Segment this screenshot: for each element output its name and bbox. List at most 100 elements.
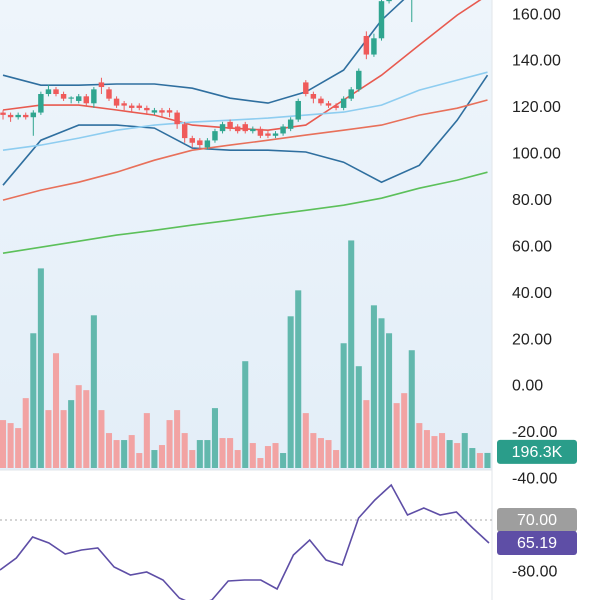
volume-bar <box>386 333 393 468</box>
candle-body <box>333 105 339 108</box>
y-tick-label: -40.00 <box>512 471 557 488</box>
candle-body <box>287 119 294 129</box>
candle-body <box>189 138 195 143</box>
volume-bar <box>60 410 67 468</box>
candle-body <box>53 89 59 95</box>
y-tick-label: 160.00 <box>512 6 561 23</box>
candle-body <box>75 96 82 101</box>
volume-bar <box>151 450 158 468</box>
y-tick-label: -80.00 <box>512 563 557 580</box>
candle-body <box>98 82 105 88</box>
candle-body <box>45 89 52 95</box>
candle-body <box>136 105 142 108</box>
candle-body <box>242 124 248 132</box>
volume-bar <box>355 366 362 468</box>
rsi-badge: 65.19 <box>517 535 557 552</box>
volume-bar <box>484 452 491 468</box>
y-tick-label: 60.00 <box>512 238 552 255</box>
candle-body <box>363 35 370 55</box>
candle-body <box>265 133 271 136</box>
candle-body <box>234 126 241 132</box>
volume-bar <box>158 445 166 468</box>
volume-bar <box>90 315 97 468</box>
volume-bar <box>204 440 211 468</box>
volume-bar <box>242 361 249 468</box>
volume-bar <box>189 450 196 468</box>
y-tick-label: 40.00 <box>512 285 552 302</box>
candle-body <box>356 70 362 90</box>
y-tick-label: 140.00 <box>512 53 561 70</box>
volume-bar <box>219 438 226 468</box>
candle-body <box>212 131 218 141</box>
candle-body <box>348 89 354 99</box>
volume-bar <box>340 343 347 468</box>
candle-body <box>197 140 203 146</box>
candle-body <box>60 94 67 99</box>
volume-bar <box>7 423 14 468</box>
volume-bar <box>416 423 423 468</box>
volume-bar <box>469 448 476 468</box>
volume-bar <box>166 420 173 468</box>
volume-bar <box>287 316 294 468</box>
candle-body <box>30 112 37 118</box>
candle-body <box>219 124 226 132</box>
volume-bar <box>196 440 203 468</box>
candle-body <box>144 107 150 111</box>
volume-bar <box>143 413 150 468</box>
volume-bar <box>446 440 453 468</box>
volume-bar <box>15 428 22 468</box>
rsi-level-badge: 70.00 <box>517 512 557 529</box>
y-tick-label: 100.00 <box>512 146 561 163</box>
volume-bar <box>333 450 340 468</box>
candle-body <box>340 98 347 108</box>
volume-bar <box>227 438 234 468</box>
volume-bar <box>174 410 181 468</box>
candle-body <box>7 114 14 118</box>
candle-body <box>227 121 233 129</box>
candle-body <box>0 112 6 115</box>
volume-bar <box>98 410 105 468</box>
candle-body <box>325 103 332 106</box>
candle-body <box>151 110 158 113</box>
volume-bar <box>22 398 29 468</box>
volume-bar <box>454 443 461 468</box>
volume-bar <box>83 390 90 468</box>
volume-bar <box>45 410 52 468</box>
indicator-line <box>2 74 489 186</box>
candle-body <box>386 0 392 2</box>
y-tick-label: 0.00 <box>512 378 543 395</box>
candle-body <box>280 126 286 134</box>
candle-body <box>174 112 180 125</box>
volume-bar <box>317 438 324 468</box>
y-tick-label: 120.00 <box>512 99 561 116</box>
candle-body <box>303 82 309 95</box>
rsi-line <box>0 483 490 600</box>
volume-bar <box>211 408 218 468</box>
volume-bar <box>280 453 287 468</box>
candle-body <box>204 140 211 148</box>
volume-bar <box>310 433 317 468</box>
candle-body <box>272 133 279 136</box>
indicator-line <box>2 0 482 132</box>
candle-body <box>68 97 74 99</box>
candle-body <box>38 94 44 113</box>
volume-badge: 196.3K <box>512 444 563 461</box>
volume-bar <box>136 453 143 468</box>
volume-bar <box>272 443 279 468</box>
indicator-line <box>2 71 488 151</box>
volume-bar <box>363 400 370 468</box>
candle-body <box>23 114 29 118</box>
volume-bar <box>105 433 113 468</box>
volume-bar <box>423 430 430 468</box>
volume-badge-bg <box>497 439 577 464</box>
volume-bar <box>370 305 377 468</box>
volume-bar <box>249 443 256 468</box>
candle-body <box>113 98 120 106</box>
volume-bar <box>476 453 483 468</box>
volume-bar <box>393 403 400 468</box>
volume-bar <box>348 240 355 468</box>
candle-body <box>250 128 256 132</box>
volume-bar <box>113 440 120 468</box>
